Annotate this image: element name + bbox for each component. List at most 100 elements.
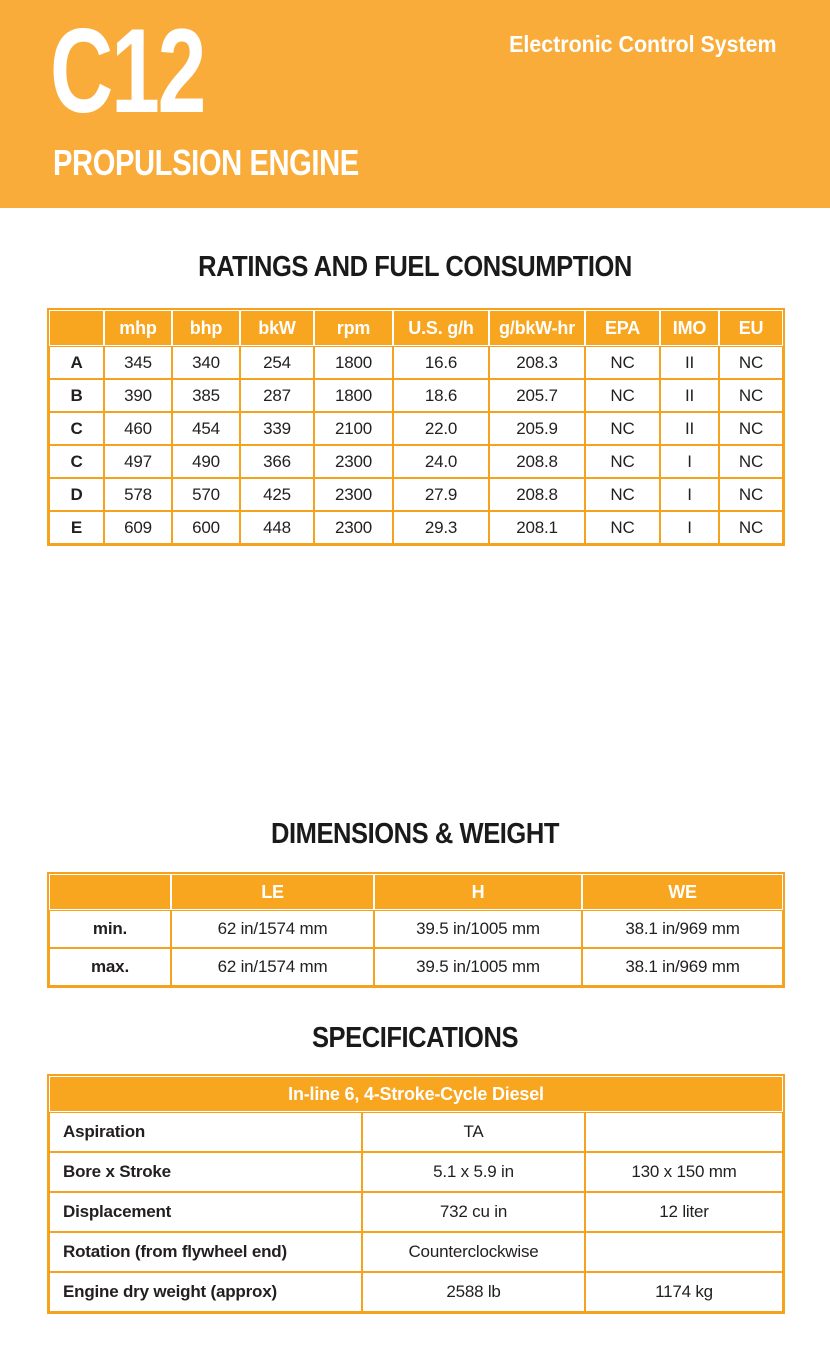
- ratings-cell: 205.9: [489, 412, 585, 445]
- ratings-cell: NC: [585, 511, 660, 544]
- ratings-cell: NC: [585, 445, 660, 478]
- ratings-cell: 609: [104, 511, 172, 544]
- ratings-cell: NC: [719, 379, 783, 412]
- ratings-cell: 425: [240, 478, 314, 511]
- spec-label: Bore x Stroke: [49, 1152, 362, 1192]
- ratings-cell: 2100: [314, 412, 393, 445]
- ratings-header-cell: bkW: [240, 310, 314, 346]
- ratings-header-cell: EU: [719, 310, 783, 346]
- ratings-row-label: A: [49, 346, 104, 379]
- dimensions-table: LE H WE min. 62 in/1574 mm 39.5 in/1005 …: [47, 872, 785, 988]
- ratings-header-cell: IMO: [660, 310, 719, 346]
- propulsion-engine-subtitle: PROPULSION ENGINE: [53, 142, 359, 183]
- ratings-cell: 208.3: [489, 346, 585, 379]
- spec-label: Aspiration: [49, 1112, 362, 1152]
- ratings-cell: I: [660, 478, 719, 511]
- dimensions-cell: 39.5 in/1005 mm: [374, 948, 582, 986]
- dimensions-row-label: max.: [49, 948, 171, 986]
- ratings-cell: 29.3: [393, 511, 489, 544]
- ratings-row-label: E: [49, 511, 104, 544]
- ratings-cell: I: [660, 511, 719, 544]
- ratings-row-label: B: [49, 379, 104, 412]
- ratings-cell: 2300: [314, 445, 393, 478]
- spec-value: 12 liter: [585, 1192, 783, 1232]
- ratings-cell: 600: [172, 511, 240, 544]
- specifications-header-cell: In-line 6, 4-Stroke-Cycle Diesel: [49, 1076, 783, 1112]
- electronic-control-system-label: Electronic Control System: [509, 31, 777, 57]
- ratings-cell: 16.6: [393, 346, 489, 379]
- spec-value: 5.1 x 5.9 in: [362, 1152, 585, 1192]
- ratings-cell: 27.9: [393, 478, 489, 511]
- ratings-cell: NC: [719, 478, 783, 511]
- ratings-cell: 345: [104, 346, 172, 379]
- ratings-header-cell: [49, 310, 104, 346]
- spec-value: [585, 1232, 783, 1272]
- spec-label: Engine dry weight (approx): [49, 1272, 362, 1312]
- ratings-cell: 254: [240, 346, 314, 379]
- ratings-cell: NC: [585, 379, 660, 412]
- ratings-cell: 340: [172, 346, 240, 379]
- ratings-cell: II: [660, 379, 719, 412]
- ratings-cell: 2300: [314, 478, 393, 511]
- dimensions-cell: 38.1 in/969 mm: [582, 910, 783, 948]
- ratings-table: mhp bhp bkW rpm U.S. g/h g/bkW-hr EPA IM…: [47, 308, 785, 546]
- ratings-cell: 448: [240, 511, 314, 544]
- ratings-cell: 578: [104, 478, 172, 511]
- ratings-cell: NC: [585, 412, 660, 445]
- spec-value: TA: [362, 1112, 585, 1152]
- spec-value: 2588 lb: [362, 1272, 585, 1312]
- dimensions-header-cell: H: [374, 874, 582, 910]
- ratings-cell: NC: [719, 346, 783, 379]
- ratings-header-cell: bhp: [172, 310, 240, 346]
- spec-value: 732 cu in: [362, 1192, 585, 1232]
- ratings-cell: 1800: [314, 346, 393, 379]
- ratings-cell: II: [660, 346, 719, 379]
- ratings-cell: NC: [585, 478, 660, 511]
- ratings-cell: 366: [240, 445, 314, 478]
- specifications-table: In-line 6, 4-Stroke-Cycle Diesel Aspirat…: [47, 1074, 785, 1314]
- dimensions-header-cell: WE: [582, 874, 783, 910]
- ratings-cell: 1800: [314, 379, 393, 412]
- ratings-cell: 339: [240, 412, 314, 445]
- ratings-header-cell: g/bkW-hr: [489, 310, 585, 346]
- engine-model-title: C12: [50, 4, 206, 138]
- ratings-header-cell: EPA: [585, 310, 660, 346]
- ratings-cell: 454: [172, 412, 240, 445]
- ratings-cell: 205.7: [489, 379, 585, 412]
- spec-label: Rotation (from flywheel end): [49, 1232, 362, 1272]
- spec-value: [585, 1112, 783, 1152]
- spec-value: 130 x 150 mm: [585, 1152, 783, 1192]
- ratings-header-cell: U.S. g/h: [393, 310, 489, 346]
- ratings-cell: 385: [172, 379, 240, 412]
- ratings-cell: NC: [719, 445, 783, 478]
- ratings-cell: 390: [104, 379, 172, 412]
- ratings-cell: 570: [172, 478, 240, 511]
- ratings-cell: 490: [172, 445, 240, 478]
- spec-value: 1174 kg: [585, 1272, 783, 1312]
- ratings-cell: 208.1: [489, 511, 585, 544]
- ratings-section-title: RATINGS AND FUEL CONSUMPTION: [198, 251, 632, 283]
- ratings-cell: 208.8: [489, 445, 585, 478]
- ratings-row-label: C: [49, 445, 104, 478]
- ratings-cell: 24.0: [393, 445, 489, 478]
- ratings-cell: 460: [104, 412, 172, 445]
- ratings-cell: NC: [719, 511, 783, 544]
- dimensions-row-label: min.: [49, 910, 171, 948]
- ratings-row-label: D: [49, 478, 104, 511]
- ratings-cell: II: [660, 412, 719, 445]
- ratings-cell: 2300: [314, 511, 393, 544]
- ratings-cell: NC: [585, 346, 660, 379]
- ratings-cell: 208.8: [489, 478, 585, 511]
- ratings-cell: 287: [240, 379, 314, 412]
- specifications-section-title: SPECIFICATIONS: [311, 1022, 519, 1054]
- spec-value: Counterclockwise: [362, 1232, 585, 1272]
- dimensions-cell: 62 in/1574 mm: [171, 948, 374, 986]
- ratings-cell: NC: [719, 412, 783, 445]
- banner: C12 Electronic Control System PROPULSION…: [0, 0, 830, 208]
- ratings-cell: 497: [104, 445, 172, 478]
- dimensions-cell: 62 in/1574 mm: [171, 910, 374, 948]
- ratings-cell: 22.0: [393, 412, 489, 445]
- dimensions-cell: 38.1 in/969 mm: [582, 948, 783, 986]
- ratings-row-label: C: [49, 412, 104, 445]
